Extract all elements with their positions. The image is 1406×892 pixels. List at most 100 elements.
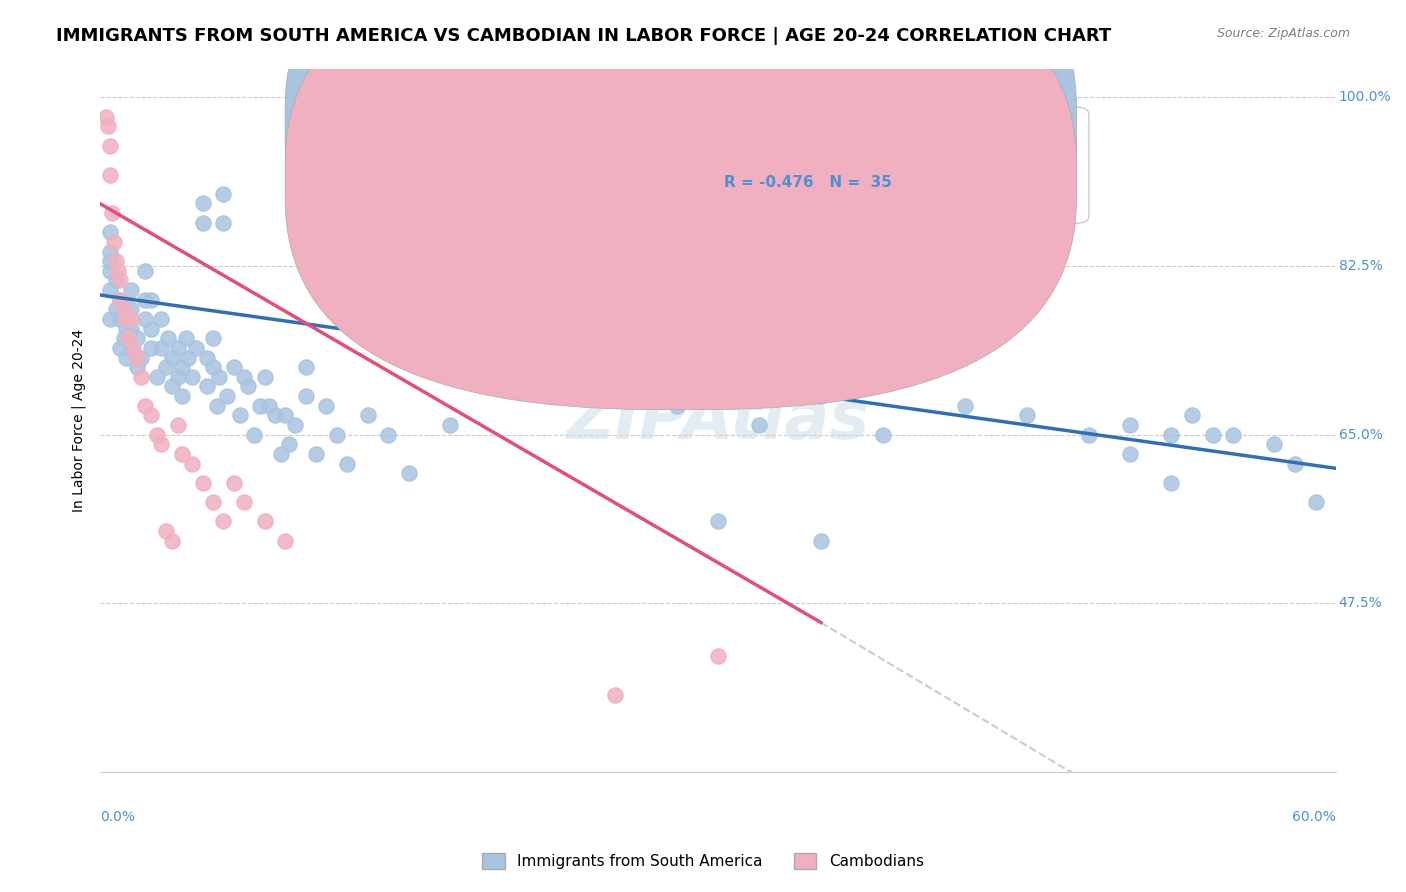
Point [1119, 417, 1142, 432]
Point [167, 341, 190, 355]
Point [105, 254, 128, 268]
Text: 0.0%: 0.0% [100, 811, 135, 824]
Point [98, 264, 121, 278]
Point [278, 437, 301, 451]
Point [134, 264, 156, 278]
Point [129, 351, 152, 365]
Point [294, 389, 316, 403]
Point [110, 293, 132, 307]
Point [115, 321, 138, 335]
Point [1201, 427, 1223, 442]
Point [112, 331, 135, 345]
Point [212, 186, 235, 201]
Point [103, 235, 125, 249]
Point [336, 457, 359, 471]
Point [141, 409, 163, 423]
Point [186, 341, 208, 355]
Point [181, 457, 204, 471]
FancyBboxPatch shape [285, 0, 1077, 353]
Point [232, 369, 254, 384]
Point [1263, 437, 1285, 451]
Point [748, 417, 770, 432]
Point [872, 427, 894, 442]
Point [1222, 427, 1244, 442]
Point [201, 495, 224, 509]
Point [294, 360, 316, 375]
FancyBboxPatch shape [285, 0, 1077, 409]
Point [810, 389, 832, 403]
Point [141, 341, 163, 355]
Point [120, 341, 142, 355]
Point [439, 417, 461, 432]
Point [125, 351, 148, 365]
Point [105, 273, 128, 287]
Point [212, 216, 235, 230]
Point [232, 495, 254, 509]
Text: 47.5%: 47.5% [1339, 596, 1382, 610]
Y-axis label: In Labor Force | Age 20-24: In Labor Force | Age 20-24 [72, 328, 86, 512]
Point [98, 254, 121, 268]
Point [141, 321, 163, 335]
Point [174, 331, 197, 345]
Point [217, 389, 239, 403]
Point [181, 369, 204, 384]
Point [150, 312, 173, 326]
Point [160, 379, 183, 393]
Point [195, 351, 218, 365]
Point [1181, 409, 1204, 423]
FancyBboxPatch shape [631, 107, 1088, 223]
Point [501, 369, 523, 384]
Point [253, 514, 276, 528]
Point [170, 447, 193, 461]
Point [155, 360, 177, 375]
Point [150, 437, 173, 451]
Point [810, 533, 832, 548]
Point [120, 312, 142, 326]
Point [120, 321, 142, 335]
Point [201, 360, 224, 375]
Point [98, 244, 121, 259]
Point [112, 302, 135, 317]
Point [1160, 475, 1182, 490]
Point [110, 341, 132, 355]
Point [191, 475, 214, 490]
Point [1015, 409, 1038, 423]
Point [398, 466, 420, 480]
Text: IMMIGRANTS FROM SOUTH AMERICA VS CAMBODIAN IN LABOR FORCE | AGE 20-24 CORRELATIO: IMMIGRANTS FROM SOUTH AMERICA VS CAMBODI… [56, 27, 1112, 45]
Point [253, 369, 276, 384]
Point [191, 216, 214, 230]
Point [243, 427, 266, 442]
Point [541, 389, 564, 403]
Point [97, 120, 120, 134]
Point [134, 312, 156, 326]
Point [603, 688, 626, 702]
Point [274, 409, 297, 423]
Point [305, 447, 328, 461]
Point [1160, 427, 1182, 442]
Point [274, 533, 297, 548]
Point [315, 399, 337, 413]
Point [94, 110, 117, 124]
Text: 60.0%: 60.0% [1292, 811, 1336, 824]
Point [270, 447, 292, 461]
Point [117, 331, 139, 345]
Point [377, 427, 399, 442]
Point [134, 293, 156, 307]
Point [208, 369, 231, 384]
Text: 100.0%: 100.0% [1339, 90, 1392, 104]
Point [101, 206, 124, 220]
Text: 65.0%: 65.0% [1339, 427, 1382, 442]
Point [284, 417, 307, 432]
Point [170, 360, 193, 375]
Text: Source: ZipAtlas.com: Source: ZipAtlas.com [1216, 27, 1350, 40]
Point [160, 533, 183, 548]
Point [1305, 495, 1327, 509]
Point [98, 283, 121, 297]
Point [236, 379, 259, 393]
Point [146, 427, 169, 442]
Point [191, 196, 214, 211]
Text: ZIPAtlas: ZIPAtlas [567, 387, 869, 453]
Point [1119, 447, 1142, 461]
Point [205, 399, 228, 413]
Point [325, 427, 347, 442]
